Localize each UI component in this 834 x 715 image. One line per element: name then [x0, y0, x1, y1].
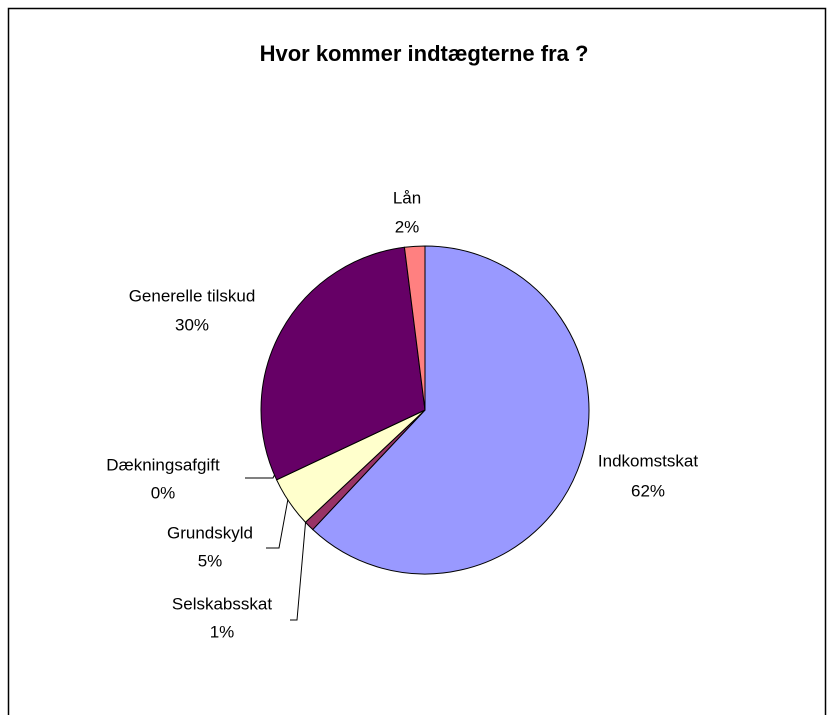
slice-value-label: 2% [395, 217, 420, 236]
slice-value-label: 5% [198, 551, 223, 570]
chart-title: Hvor kommer indtægterne fra ? [260, 41, 589, 66]
slice-value-label: 0% [151, 483, 176, 502]
slice-value-label: 30% [175, 315, 209, 334]
leader-line [266, 487, 291, 549]
slice-label: Selskabsskat [172, 594, 272, 613]
slice-label: Dækningsafgift [106, 455, 220, 474]
pie-slice [312, 245, 590, 575]
leader-line [290, 516, 307, 621]
slice-value-label: 62% [631, 481, 665, 500]
slice-label: Grundskyld [167, 523, 253, 542]
slice-value-label: 1% [210, 622, 235, 641]
slice-label: Generelle tilskud [129, 286, 256, 305]
slice-label: Indkomstskat [598, 451, 698, 470]
pie-slice [260, 246, 426, 481]
pie-slice [403, 245, 426, 411]
slice-label: Lån [393, 188, 421, 207]
